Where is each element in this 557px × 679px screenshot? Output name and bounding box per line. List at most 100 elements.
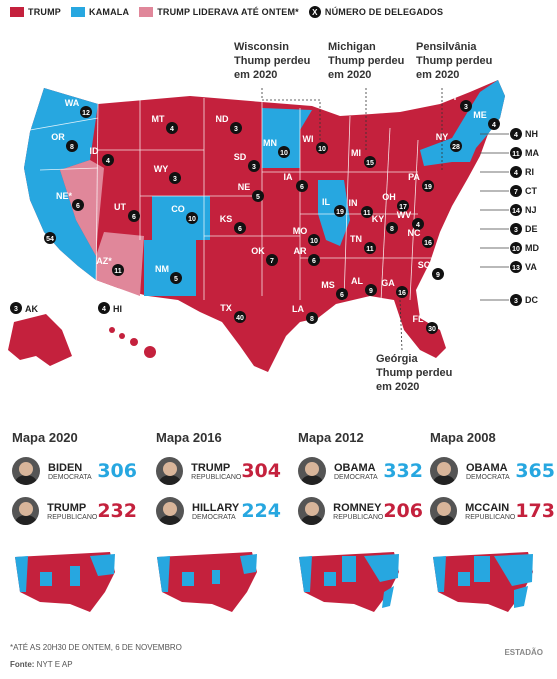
delegate-circle: [432, 268, 444, 280]
callout-michigan-l2: Thump perdeu: [328, 55, 404, 67]
callout-michigan: Michigan Thump perdeu em 2020: [328, 41, 404, 81]
brand-logo: ESTADÃO: [504, 648, 543, 657]
mini-map-2016: [157, 552, 257, 612]
candidate-ev: 224: [241, 500, 281, 522]
east-abbr: VA: [525, 262, 537, 272]
candidate-name: OBAMA: [334, 461, 376, 474]
state-abbr: UT: [114, 202, 126, 212]
state-ev: 4: [106, 158, 110, 165]
source-line: Fonte: NYT E AP: [10, 660, 73, 669]
state-ev: 3: [464, 104, 468, 111]
callout-wisconsin-l3: em 2020: [234, 69, 277, 81]
candidate-row: HILLARY DEMOCRATA 224: [156, 493, 281, 529]
east-ev: 11: [512, 151, 520, 158]
state-abbr: AZ*: [96, 256, 112, 266]
state-marker-fl: FL 30: [413, 314, 438, 334]
mini-map-2012: [299, 552, 399, 612]
state-abbr: FL: [413, 314, 424, 324]
delegate-circle: [365, 284, 377, 296]
state-abbr: MI: [351, 148, 361, 158]
state-abbr: CA: [30, 224, 43, 234]
state-abbr: WA: [65, 98, 80, 108]
delegate-circle: [488, 118, 500, 130]
state-ev: 11: [363, 210, 371, 217]
state-ev: 17: [399, 204, 407, 211]
delegate-circle: [306, 312, 318, 324]
state-marker-al: AL 9: [351, 276, 377, 296]
mini-map-2008: [433, 552, 533, 612]
state-marker-ut: UT 6: [114, 202, 140, 222]
hawaii-shape: [109, 327, 156, 358]
east-abbr: DC: [525, 295, 538, 305]
callout-georgia: Geórgia Thump perdeu em 2020: [376, 353, 452, 393]
avatar: [156, 457, 184, 485]
state-marker-ok: OK 7: [251, 246, 278, 266]
state-az: [96, 232, 144, 296]
state-abbr: KS: [220, 214, 233, 224]
state-abbr: KY: [372, 214, 385, 224]
candidate-name: TRUMP: [191, 461, 231, 474]
state-abbr: NE: [238, 182, 251, 192]
state-marker-la: LA 8: [292, 304, 318, 324]
delegate-circle: [234, 311, 246, 323]
footnote: *ATÉ AS 20H30 DE ONTEM, 6 DE NOVEMBRO: [10, 643, 182, 652]
state-marker-tx: TX 40: [220, 303, 246, 323]
hi-ev: 4: [102, 306, 106, 313]
mini-map-2020: [15, 552, 115, 612]
callout-lines: [261, 88, 443, 351]
east-ev: 7: [514, 189, 518, 196]
delegate-circle: [170, 272, 182, 284]
state-ev: 5: [174, 276, 178, 283]
delegate-circle: [316, 142, 328, 154]
candidate-ev: 173: [515, 500, 555, 522]
state-ev: 6: [300, 184, 304, 191]
east-abbr: NH: [525, 129, 538, 139]
state-abbr: IN: [349, 198, 358, 208]
delegate-circle: [336, 288, 348, 300]
candidate-name: MCCAIN: [465, 501, 510, 514]
east-abbr: RI: [525, 167, 534, 177]
ak-abbr: AK: [25, 304, 38, 314]
state-ev: 16: [398, 290, 406, 297]
delegate-circle: [128, 210, 140, 222]
state-marker-mt: MT 4: [152, 114, 178, 134]
state-ev: 11: [114, 268, 122, 275]
state-ev: 6: [76, 203, 80, 210]
state-abbr: AL: [351, 276, 363, 286]
east-ev: 3: [514, 298, 518, 305]
state-ev: 30: [428, 326, 436, 333]
state-ev: 10: [318, 146, 326, 153]
candidate-row: BIDEN DEMOCRATA 306: [12, 453, 137, 489]
state-ev: 7: [270, 258, 274, 265]
state-abbr: MN: [263, 138, 277, 148]
state-ev: 3: [234, 126, 238, 133]
delegate-circle: [510, 128, 522, 140]
state-abbr: AR: [294, 246, 307, 256]
candidate-name: TRUMP: [47, 501, 87, 514]
state-nm: [144, 240, 196, 296]
avatar: [156, 497, 184, 525]
state-marker-wv: WV 4: [397, 210, 424, 230]
state-abbr: WY: [154, 164, 169, 174]
state-mn: [262, 108, 312, 168]
state-marker-nd: ND 3: [216, 114, 242, 134]
history-2008: Mapa 2008 OBAMA DEMOCRATA 365 MCCAIN REPUB…: [430, 430, 555, 533]
state-abbr: ID: [90, 146, 100, 156]
delegate-circle: [72, 199, 84, 211]
east-abbr: CT: [525, 186, 537, 196]
east-item-ri: 4 RI: [480, 166, 534, 178]
delegate-circle: [66, 140, 78, 152]
callout-georgia-l2: Thump perdeu: [376, 367, 452, 379]
candidate-ev: 332: [383, 460, 423, 482]
state-marker-ky: KY 8: [372, 214, 398, 234]
delegate-circle: [510, 223, 522, 235]
callout-wisconsin-l2: Thump perdeu: [234, 55, 310, 67]
avatar: [430, 457, 458, 485]
candidate-party: REPUBLICANO: [191, 473, 242, 481]
delegate-circle: [510, 185, 522, 197]
state-abbr: OH: [382, 192, 396, 202]
state-abbr: OK: [251, 246, 265, 256]
